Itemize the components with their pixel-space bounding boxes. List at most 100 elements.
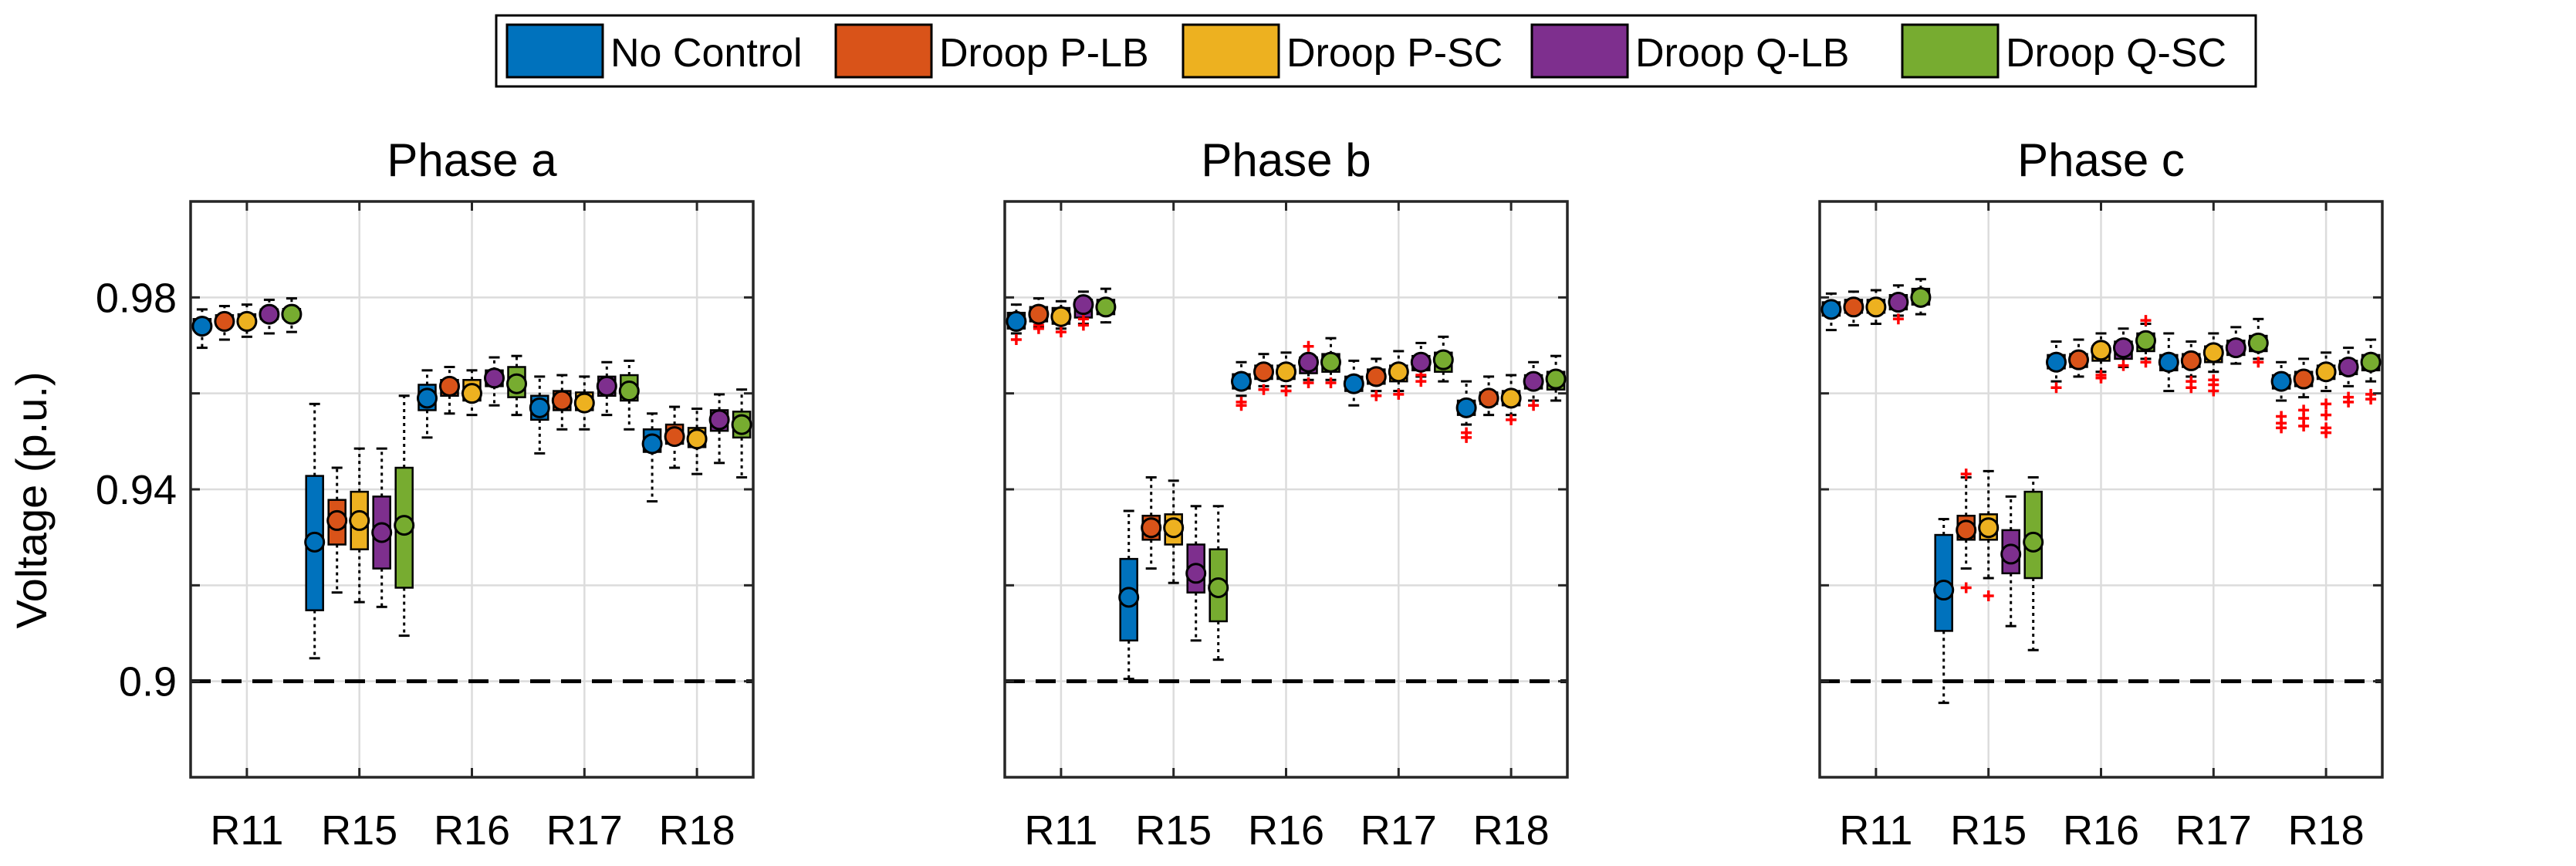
panel-3: Phase c R11 R15 R16 R17 R18 bbox=[1818, 134, 2384, 854]
mean-marker bbox=[2293, 368, 2314, 390]
box-series-5 bbox=[1320, 337, 1341, 388]
outlier-marker bbox=[1077, 313, 1089, 325]
box-series-2 bbox=[1843, 290, 1864, 326]
outlier-marker bbox=[1236, 400, 1247, 411]
box-series-4 bbox=[2113, 327, 2134, 371]
panel-title: Phase c bbox=[2017, 134, 2185, 186]
box-series-1 bbox=[2046, 340, 2067, 394]
box-series-4 bbox=[1185, 505, 1207, 642]
legend: No Control Droop P-LB Droop P-SC Droop Q-LB… bbox=[495, 14, 2257, 88]
x-tick-label: R17 bbox=[1361, 807, 1437, 854]
mean-marker bbox=[484, 367, 505, 389]
category-group bbox=[304, 394, 415, 660]
panel-title: Phase b bbox=[1201, 134, 1371, 186]
box-series-1 bbox=[304, 402, 326, 660]
legend-label-2: Droop P-LB bbox=[939, 31, 1149, 76]
outlier-marker bbox=[1055, 326, 1067, 338]
outlier-marker bbox=[2343, 396, 2355, 408]
mean-marker bbox=[2338, 356, 2359, 377]
legend-label-1: No Control bbox=[610, 31, 803, 76]
mean-marker bbox=[2270, 370, 2292, 392]
mean-marker bbox=[461, 383, 482, 404]
mean-marker bbox=[1253, 361, 1274, 383]
x-tick-label: R18 bbox=[1473, 807, 1550, 854]
mean-marker bbox=[2113, 337, 2134, 359]
box-series-3 bbox=[1276, 351, 1296, 397]
mean-marker bbox=[326, 509, 348, 531]
box-series-3 bbox=[461, 369, 482, 417]
box-series-3 bbox=[1050, 299, 1072, 338]
outlier-marker bbox=[1371, 390, 1382, 401]
legend-label-5: Droop Q-SC bbox=[2006, 31, 2226, 76]
category-group bbox=[2270, 338, 2382, 438]
box-series-2 bbox=[1478, 375, 1499, 417]
x-tick-label: R16 bbox=[434, 807, 510, 854]
outlier-marker bbox=[2298, 404, 2310, 416]
box-series-5 bbox=[2135, 315, 2156, 368]
box-series-3 bbox=[2315, 351, 2337, 438]
box-series-1 bbox=[2158, 332, 2179, 393]
x-tick-label: R15 bbox=[321, 807, 397, 854]
axes-frame bbox=[1003, 200, 1569, 779]
mean-marker bbox=[1185, 563, 1207, 584]
mean-marker bbox=[1365, 366, 1387, 387]
outlier-marker bbox=[2365, 394, 2377, 405]
mean-marker bbox=[1523, 370, 1544, 392]
legend-label-4: Droop Q-LB bbox=[1635, 31, 1849, 76]
outlier-marker bbox=[1010, 334, 1022, 346]
outlier-marker bbox=[1528, 400, 1540, 411]
mean-marker bbox=[1388, 361, 1409, 383]
box-series-5 bbox=[731, 388, 752, 479]
box-series-3 bbox=[1163, 479, 1185, 584]
box-series-5 bbox=[2247, 317, 2269, 368]
box-series-2 bbox=[1141, 475, 1162, 570]
mean-marker bbox=[259, 303, 280, 325]
category-group bbox=[191, 297, 303, 350]
box-series-3 bbox=[349, 447, 370, 604]
x-tick-label: R11 bbox=[1024, 807, 1097, 854]
mean-marker bbox=[417, 387, 438, 409]
outlier-marker bbox=[2186, 376, 2197, 387]
mean-marker bbox=[506, 373, 527, 394]
mean-marker bbox=[1320, 351, 1341, 373]
mean-marker bbox=[1933, 580, 1955, 601]
box-series-2 bbox=[1956, 469, 1977, 594]
mean-marker bbox=[1118, 587, 1140, 608]
box-series-4 bbox=[484, 356, 505, 407]
outlier-marker bbox=[1303, 340, 1314, 352]
box-series-4 bbox=[1410, 341, 1432, 387]
mean-marker bbox=[1820, 299, 1842, 320]
category-group bbox=[2046, 315, 2156, 394]
mean-marker bbox=[1343, 373, 1364, 394]
box-series-1 bbox=[1006, 303, 1027, 346]
box-series-2 bbox=[2180, 340, 2202, 394]
axes-frame bbox=[189, 200, 755, 779]
panel-title: Phase a bbox=[387, 134, 557, 186]
x-tick-label: R16 bbox=[2063, 807, 2139, 854]
box-series-3 bbox=[1978, 469, 2000, 602]
box-series-4 bbox=[371, 447, 393, 608]
x-tick-label: R11 bbox=[210, 807, 283, 854]
category-group bbox=[1231, 337, 1341, 411]
outlier-marker bbox=[1303, 377, 1314, 388]
box-series-1 bbox=[1820, 292, 1842, 332]
mean-marker bbox=[641, 433, 663, 455]
box-series-5 bbox=[1432, 335, 1454, 383]
category-group bbox=[417, 354, 527, 439]
box-series-3 bbox=[236, 303, 258, 338]
category-group bbox=[1343, 335, 1454, 407]
box-series-3 bbox=[1500, 374, 1522, 425]
x-tick-label: R17 bbox=[546, 807, 623, 854]
panel-2: Phase b R11 R15 R16 R17 R18 bbox=[1003, 134, 1569, 854]
box-series-1 bbox=[2270, 360, 2292, 434]
mean-marker bbox=[573, 392, 595, 414]
box-series-2 bbox=[1253, 353, 1274, 395]
mean-marker bbox=[214, 310, 235, 332]
x-tick-label: R15 bbox=[1135, 807, 1212, 854]
box-series-4 bbox=[596, 360, 617, 417]
mean-marker bbox=[686, 428, 708, 450]
category-group bbox=[641, 388, 752, 503]
box-series-4 bbox=[259, 298, 280, 335]
mean-marker bbox=[1410, 351, 1432, 373]
box-series-2 bbox=[326, 466, 348, 594]
